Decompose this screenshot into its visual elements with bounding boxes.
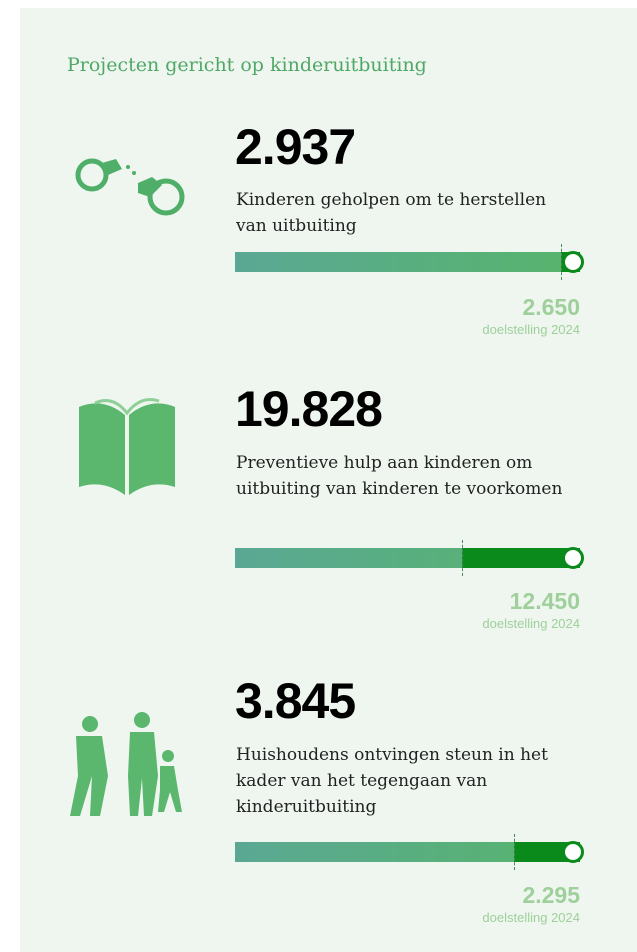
page: {"header": {"title": "Projecten gericht …	[0, 0, 637, 952]
family-icon	[62, 712, 187, 822]
target-value: 2.295	[522, 882, 580, 909]
title: Projecten gericht op kinderuitbuiting	[67, 54, 427, 76]
target-label: doelstelling 2024	[482, 910, 580, 925]
target-tick	[462, 540, 463, 576]
progress-bar	[235, 252, 580, 272]
handcuffs-icon	[70, 155, 190, 225]
bar-knob	[562, 251, 584, 273]
bar-knob	[562, 547, 584, 569]
value: 2.937	[235, 118, 355, 176]
target-label: doelstelling 2024	[482, 322, 580, 337]
book-icon	[75, 395, 180, 500]
value: 19.828	[235, 380, 382, 438]
target-tick	[514, 834, 515, 870]
bar-knob	[562, 841, 584, 863]
value: 3.845	[235, 672, 355, 730]
target-value: 12.450	[510, 588, 580, 615]
target-label: doelstelling 2024	[482, 616, 580, 631]
description: Huishoudens ontvingen steun in het kader…	[236, 742, 566, 820]
progress-bar	[235, 842, 580, 862]
progress-bar	[235, 548, 580, 568]
description: Preventieve hulp aan kinderen om uitbuit…	[236, 450, 566, 502]
description: Kinderen geholpen om te herstellen van u…	[236, 187, 566, 239]
target-value: 2.650	[522, 294, 580, 321]
